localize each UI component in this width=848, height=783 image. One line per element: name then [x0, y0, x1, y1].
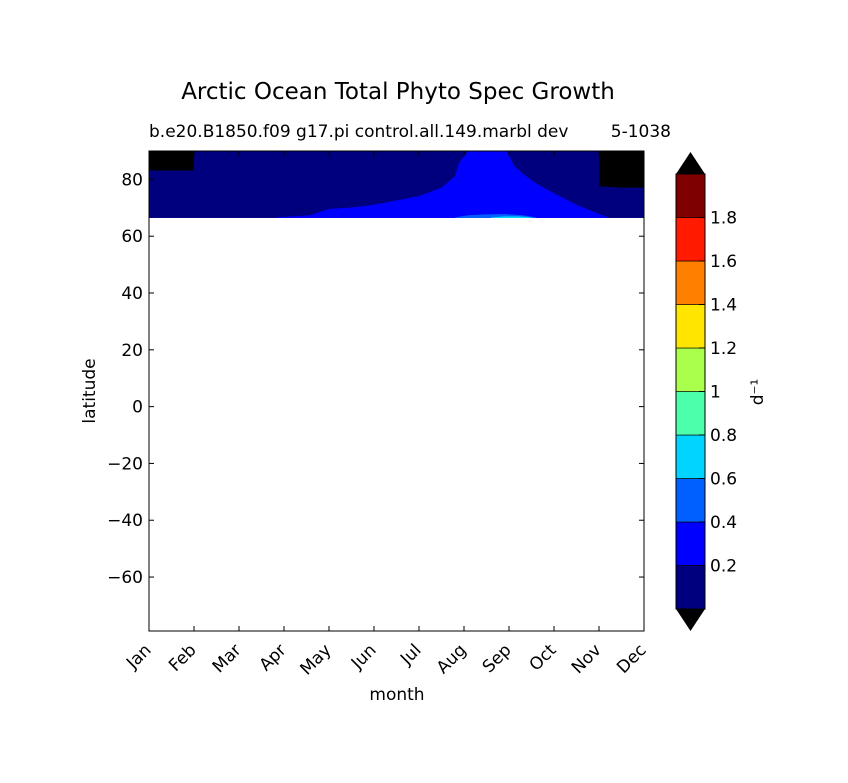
- colorbar-tick-label: 1.2: [710, 339, 737, 359]
- colorbar-tick-label: 0.8: [710, 426, 737, 446]
- x-axis-label: month: [369, 685, 424, 705]
- y-tick-label: −60: [107, 568, 143, 588]
- x-tick-label: Dec: [613, 640, 650, 677]
- x-tick-label: May: [297, 640, 336, 679]
- plot-area: 80 60 40 20 0 −20 −40 −60 Jan Feb Mar Apr May Jun Jul…: [107, 150, 651, 679]
- x-tick-label: Sep: [479, 640, 516, 677]
- x-tick-label: Jun: [347, 640, 381, 674]
- colorbar-segment: [675, 173, 706, 218]
- colorbar-label: d⁻¹: [748, 379, 768, 406]
- colorbar-segment: [675, 304, 706, 349]
- colorbar-segment: [675, 260, 706, 305]
- x-tick-label: Jul: [396, 640, 425, 669]
- colorbar-segment: [675, 478, 706, 523]
- plot-frame: [148, 150, 645, 632]
- x-tick-label: Jan: [122, 640, 155, 673]
- x-tick-label: Mar: [209, 640, 246, 677]
- y-tick-label: −20: [107, 454, 143, 474]
- colorbar-tick-label: 1.8: [710, 209, 737, 229]
- colorbar-tick-label: 1: [710, 383, 721, 403]
- heatmap-region-1: [598, 150, 645, 189]
- y-tick-label: 60: [121, 227, 143, 247]
- colorbar-under-arrow: [676, 609, 705, 631]
- colorbar-segment: [675, 391, 706, 436]
- x-tick-label: Apr: [256, 640, 291, 675]
- colorbar-tick-label: 0.4: [710, 513, 737, 533]
- colorbar-segment: [675, 434, 706, 479]
- x-axis-ticks: Jan Feb Mar Apr May Jun Jul Aug Sep Oct Nov Dec: [122, 151, 651, 679]
- colorbar: 0.2 0.4 0.6 0.8 1 1.2 1.4 1.6 1.8: [675, 152, 737, 631]
- chart-subtitle-right: 5-1038: [611, 122, 671, 142]
- colorbar-segment: [675, 217, 706, 262]
- heatmap-region-5: [490, 216, 532, 218]
- y-tick-label: 20: [121, 341, 143, 361]
- colorbar-tick-label: 1.6: [710, 252, 737, 272]
- colorbar-segment: [675, 521, 706, 566]
- y-axis-label: latitude: [80, 358, 100, 423]
- colorbar-tick-label: 0.6: [710, 470, 737, 490]
- y-tick-label: 40: [121, 284, 143, 304]
- x-tick-label: Aug: [433, 640, 471, 678]
- chart-title: Arctic Ocean Total Phyto Spec Growth: [181, 79, 615, 105]
- chart-subtitle-left: b.e20.B1850.f09 g17.pi control.all.149.m…: [149, 122, 568, 142]
- heatmap-region-0: [148, 150, 195, 172]
- x-tick-label: Oct: [526, 640, 561, 675]
- colorbar-over-arrow: [676, 152, 705, 174]
- colorbar-tick-label: 1.4: [710, 296, 737, 316]
- colorbar-segment: [675, 565, 706, 610]
- colorbar-tick-label: 0.2: [710, 557, 737, 577]
- y-tick-label: −40: [107, 511, 143, 531]
- y-tick-label: 0: [132, 398, 143, 418]
- heatmap-region-3: [274, 150, 609, 218]
- y-tick-label: 80: [121, 170, 143, 190]
- heatmap-regions: [148, 150, 645, 218]
- colorbar-segment: [675, 347, 706, 392]
- x-tick-label: Nov: [568, 640, 606, 678]
- y-axis-ticks: 80 60 40 20 0 −20 −40 −60: [107, 170, 644, 588]
- x-tick-label: Feb: [165, 640, 200, 675]
